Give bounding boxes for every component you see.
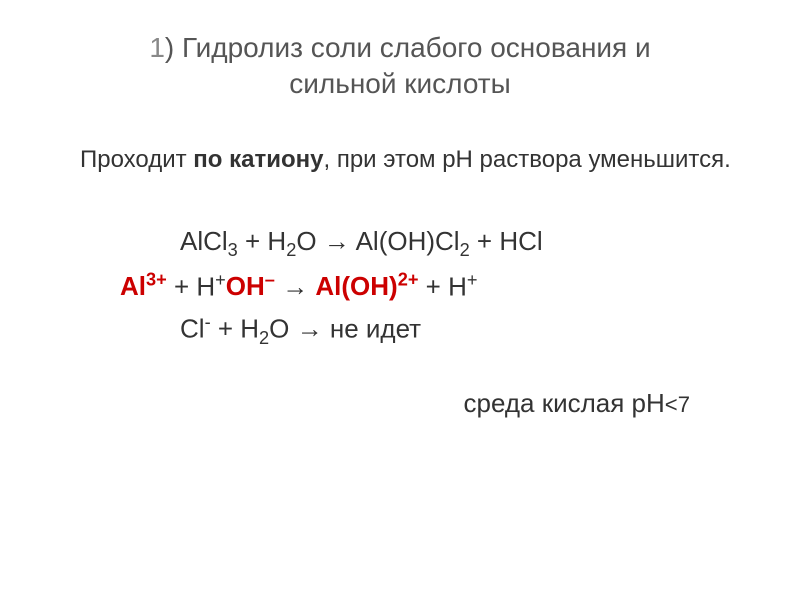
equation-line-2: Al3+ + H+OH– → Al(OH)2+ + H+ [120, 266, 750, 308]
oh-ion: OH– [226, 271, 275, 301]
conclusion: среда кислая рН<7 [50, 388, 750, 419]
equation-line-1: AlCl3 + H2O → Al(OH)Cl2 + HCl [120, 221, 750, 265]
subtitle-part1: Проходит [80, 146, 193, 173]
title-number: 1 [149, 32, 165, 63]
aloh-ion: Al(OH)2+ [315, 271, 418, 301]
equations-block: AlCl3 + H2O → Al(OH)Cl2 + HCl Al3+ + H+O… [50, 221, 750, 353]
subtitle: Проходит по катиону, при этом рН раствор… [50, 143, 750, 177]
title-text-2: сильной кислоты [289, 68, 510, 99]
title-text-1: ) Гидролиз соли слабого основания и [165, 32, 651, 63]
subtitle-part2: , при этом рН раствора уменьшится. [324, 146, 731, 173]
subtitle-bold: по катиону [193, 146, 323, 173]
slide-title: 1) Гидролиз соли слабого основания и сил… [50, 30, 750, 103]
equation-line-3: Cl- + H2O → не идет [120, 308, 750, 353]
al-ion: Al3+ [120, 271, 167, 301]
